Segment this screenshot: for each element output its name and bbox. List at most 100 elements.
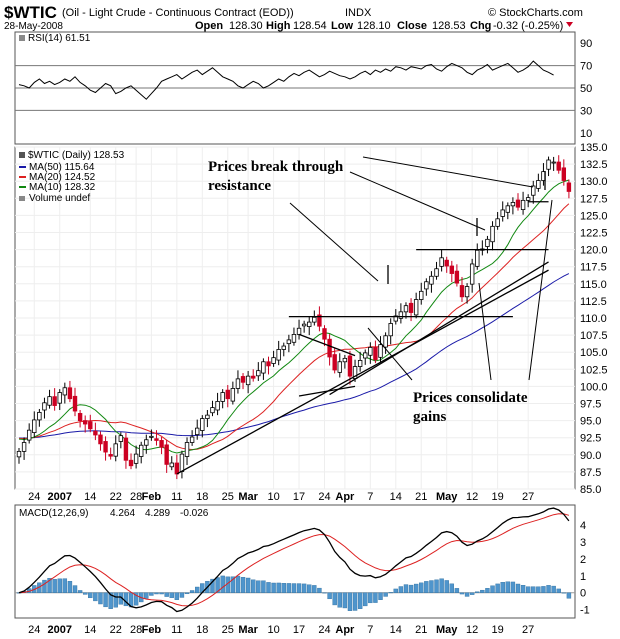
candle-body	[429, 275, 434, 285]
macd-histogram-bar	[475, 591, 480, 593]
macd-histogram-bar	[485, 588, 490, 593]
candle-body	[307, 321, 312, 327]
candle-body	[531, 185, 536, 196]
macd-x-tick-label: 22	[110, 624, 122, 636]
rsi-y-tick-label: 30	[580, 105, 592, 117]
macd-histogram-bar	[179, 592, 185, 598]
candle-body	[169, 462, 174, 468]
rsi-line	[18, 60, 554, 100]
candle-body	[388, 323, 393, 337]
macd-histogram-bar	[57, 578, 62, 593]
candle-body	[108, 454, 113, 457]
price-y-tick-label: 95.0	[580, 416, 601, 428]
macd-histogram-bar	[245, 577, 251, 593]
price-x-tick-label: 21	[415, 491, 427, 503]
macd-x-tick-label: 28	[130, 624, 142, 636]
volume-legend-swatch	[19, 196, 25, 201]
macd-histogram-bar	[322, 592, 327, 594]
candle-body	[77, 413, 83, 421]
candle-body	[439, 257, 444, 267]
ma10-legend: MA(10) 128.32	[29, 182, 96, 193]
candle-body	[93, 430, 98, 436]
price-y-tick-label: 87.5	[580, 467, 601, 479]
macd-histogram-bar	[72, 585, 78, 593]
ma50-legend: MA(50) 115.64	[29, 162, 95, 173]
macd-histogram-bar	[363, 592, 368, 607]
candle-body	[179, 453, 185, 472]
macd-histogram-bar	[551, 585, 556, 593]
price-y-tick-label: 107.5	[580, 330, 608, 342]
price-x-tick-label: 17	[293, 491, 305, 503]
chart-description: (Oil - Light Crude - Continuous Contract…	[62, 7, 294, 19]
candle-body	[240, 376, 246, 383]
channel-trendline	[329, 261, 549, 396]
candle-body	[419, 290, 424, 300]
candle-body	[454, 270, 460, 284]
macd-x-tick-label: 24	[318, 624, 330, 636]
price-x-tick-label: 24	[318, 491, 330, 503]
macd-histogram-bar	[108, 592, 113, 609]
candle-body	[566, 182, 572, 192]
macd-x-tick-label: 17	[293, 624, 305, 636]
price-x-tick-label: 12	[466, 491, 478, 503]
candle-body	[378, 344, 383, 358]
price-x-tick-label: 28	[130, 491, 142, 503]
macd-histogram-bar	[266, 582, 271, 593]
candle-body	[291, 334, 297, 343]
macd-histogram-bar	[133, 592, 139, 606]
macd-y-tick-label: 3	[580, 537, 586, 549]
macd-x-tick-label: 19	[491, 624, 503, 636]
macd-histogram-bar	[82, 592, 88, 595]
candle-body	[515, 199, 521, 208]
macd-histogram-bar	[352, 592, 358, 611]
macd-histogram-bar	[103, 592, 108, 608]
down-arrow-icon	[566, 22, 573, 27]
candle-body	[332, 354, 337, 371]
candle-body	[139, 444, 144, 457]
macd-histogram-bar	[93, 592, 98, 602]
candle-body	[393, 315, 398, 322]
candle-body	[220, 392, 225, 402]
macd-histogram-bar	[174, 592, 180, 600]
candle-body	[184, 442, 190, 457]
candle-body	[159, 440, 164, 448]
candle-body	[296, 327, 302, 335]
price-x-tick-label: 27	[522, 491, 534, 503]
macd-histogram-bar	[383, 592, 388, 597]
macd-histogram-bar	[566, 592, 572, 599]
candle-body	[67, 387, 73, 400]
macd-histogram-bar	[169, 592, 174, 598]
price-x-tick-label: 25	[222, 491, 234, 503]
candle-body	[72, 395, 78, 412]
chg-label: Chg	[470, 20, 491, 32]
price-y-tick-label: 110.0	[580, 313, 607, 325]
ma50-line	[18, 273, 570, 439]
ma20-legend: MA(20) 124.52	[29, 172, 96, 183]
macd-histogram-bar	[189, 590, 195, 593]
macd-histogram-bar	[307, 584, 312, 593]
candle-body	[235, 378, 241, 389]
macd-histogram-bar	[332, 592, 337, 606]
macd-histogram-bar	[67, 580, 73, 593]
candle-body	[144, 439, 149, 446]
rsi-legend-swatch	[19, 35, 25, 41]
candle-body	[154, 438, 159, 441]
macd-histogram-bar	[505, 581, 511, 593]
macd-x-tick-label: May	[436, 624, 458, 636]
price-y-tick-label: 92.5	[580, 433, 601, 445]
chart-date: 28-May-2008	[4, 21, 63, 32]
support-trendline	[176, 269, 549, 475]
price-x-tick-label: 22	[110, 491, 122, 503]
candle-body	[434, 268, 439, 277]
macd-x-tick-label: 7	[367, 624, 373, 636]
macd-line	[18, 507, 570, 613]
macd-histogram-bar	[256, 580, 261, 593]
macd-histogram-bar	[378, 592, 383, 600]
high-value: 128.54	[293, 20, 327, 32]
rsi-y-tick-label: 50	[580, 83, 592, 95]
macd-histogram-bar	[403, 584, 409, 593]
macd-x-tick-label: 11	[171, 624, 182, 636]
macd-panel	[14, 504, 576, 619]
candle-body	[225, 389, 230, 400]
macd-histogram-bar	[368, 592, 373, 604]
